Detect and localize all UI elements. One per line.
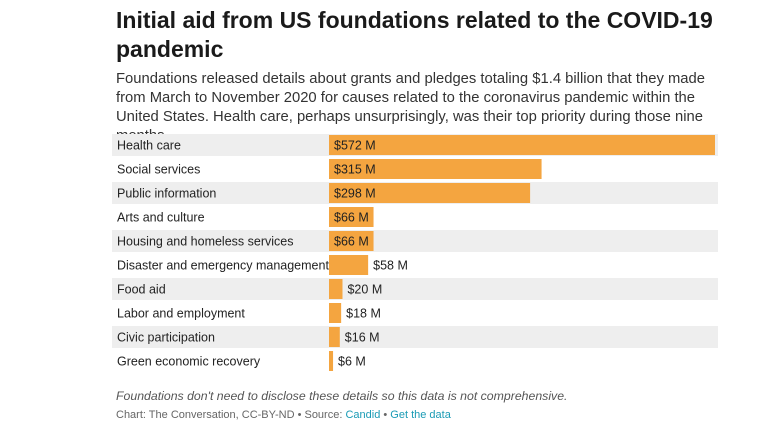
chart-note: Foundations don't need to disclose these… [116, 389, 568, 403]
category-label: Green economic recovery [117, 355, 261, 369]
bar [329, 303, 342, 323]
bar [329, 135, 715, 155]
bar [329, 159, 542, 179]
value-label: $572 M [334, 139, 376, 153]
category-label: Labor and employment [117, 307, 245, 321]
value-label: $20 M [347, 283, 382, 297]
row-band [112, 278, 718, 300]
value-label: $66 M [334, 211, 369, 225]
chart-credit: Chart: The Conversation, CC-BY-ND • Sour… [116, 409, 451, 421]
value-label: $58 M [373, 259, 408, 273]
row-band [112, 326, 718, 348]
category-label: Housing and homeless services [117, 235, 293, 249]
credit-separator: • [380, 409, 391, 421]
bar [329, 183, 531, 203]
bar [329, 255, 369, 275]
chart-title: Initial aid from US foundations related … [116, 7, 713, 62]
category-label: Disaster and emergency management [117, 259, 329, 273]
category-label: Arts and culture [117, 211, 205, 225]
get-data-link[interactable]: Get the data [390, 409, 451, 421]
value-label: $298 M [334, 187, 376, 201]
value-label: $315 M [334, 163, 376, 177]
category-label: Social services [117, 163, 200, 177]
bar [329, 231, 374, 251]
category-label: Civic participation [117, 331, 215, 345]
category-label: Public information [117, 187, 216, 201]
source-link[interactable]: Candid [345, 409, 381, 421]
row-band [112, 230, 718, 252]
bar [329, 207, 374, 227]
value-label: $18 M [346, 307, 381, 321]
bar [329, 327, 340, 347]
credit-text: Chart: The Conversation, CC-BY-ND • Sour… [116, 409, 346, 421]
category-label: Food aid [117, 283, 166, 297]
value-label: $6 M [338, 355, 366, 369]
bar [329, 351, 334, 371]
value-label: $16 M [345, 331, 380, 345]
category-label: Health care [117, 139, 181, 153]
bar [329, 279, 343, 299]
value-label: $66 M [334, 235, 369, 249]
